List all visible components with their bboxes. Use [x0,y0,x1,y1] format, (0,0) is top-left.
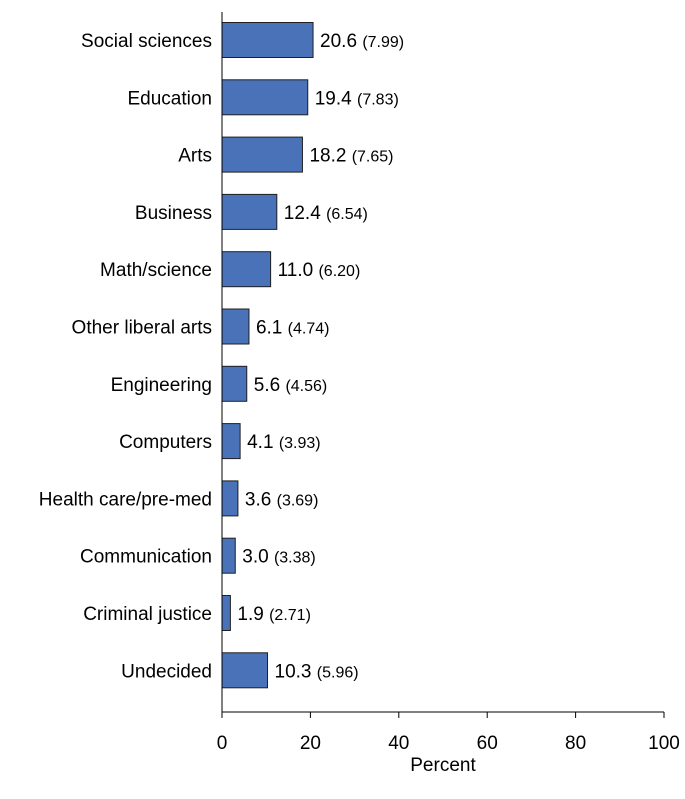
value-label: 19.4 (7.83) [315,88,399,109]
category-label: Undecided [121,661,212,682]
bar-health-care-pre-med [221,480,239,517]
value-label: 4.1 (3.93) [247,432,321,453]
standard-error-label: (6.54) [326,206,368,223]
value-label: 20.6 (7.99) [320,31,404,52]
bar-business [221,193,278,230]
category-label: Engineering [111,375,212,396]
bar-undecided [221,652,269,689]
standard-error-label: (4.74) [288,321,330,338]
value-label: 3.0 (3.38) [242,547,316,568]
bar-other-liberal-arts [221,308,250,345]
standard-error-label: (5.96) [317,664,359,681]
value-labels: 20.6 (7.99) 19.4 (7.83) 18.2 (7.65) 12.4 (6… [237,31,404,682]
standard-error-label: (4.56) [285,378,327,395]
standard-error-label: (7.83) [357,91,399,108]
standard-error-label: (3.69) [277,492,319,509]
bar-engineering [221,365,248,402]
category-label: Arts [178,146,212,167]
x-tick-label: 20 [300,733,321,754]
x-tick-label: 0 [217,733,228,754]
standard-error-label: (3.93) [279,435,321,452]
bar-education [221,79,309,116]
standard-error-label: (7.99) [362,34,404,51]
value-label: 1.9 (2.71) [237,604,311,625]
standard-error-label: (6.20) [318,263,360,280]
x-tick-label: 100 [648,733,680,754]
category-labels: Social sciences Education Arts Business Math… [39,31,212,682]
category-label: Criminal justice [83,604,212,625]
x-tick-label: 60 [477,733,498,754]
bar-computers [221,423,241,460]
standard-error-label: (2.71) [269,607,311,624]
value-label: 11.0 (6.20) [278,260,361,281]
category-label: Business [135,203,212,224]
bar-communication [221,537,236,574]
x-axis-ticks: 0 20 40 60 80 100 [217,712,680,754]
standard-error-label: (3.38) [274,550,316,567]
category-label: Computers [119,432,212,453]
category-label: Health care/pre-med [39,489,212,510]
category-label: Education [127,88,212,109]
standard-error-label: (7.65) [352,149,394,166]
bar-arts [221,136,303,173]
bar-criminal-justice [221,595,231,631]
x-tick-label: 40 [388,733,409,754]
category-label: Communication [80,547,212,568]
value-label: 5.6 (4.56) [254,375,328,396]
value-label: 18.2 (7.65) [309,146,393,167]
value-label: 3.6 (3.69) [245,489,318,510]
bar-math-science [221,251,272,288]
value-label: 10.3 (5.96) [275,661,359,682]
bars-layer [221,22,314,689]
category-label: Social sciences [81,31,212,52]
value-label: 12.4 (6.54) [284,203,368,224]
x-axis-title: Percent [410,755,476,776]
category-label: Other liberal arts [72,318,212,339]
value-label: 6.1 (4.74) [256,318,330,339]
x-tick-label: 80 [565,733,586,754]
category-label: Math/science [100,260,212,281]
bar-social-sciences [221,22,314,58]
